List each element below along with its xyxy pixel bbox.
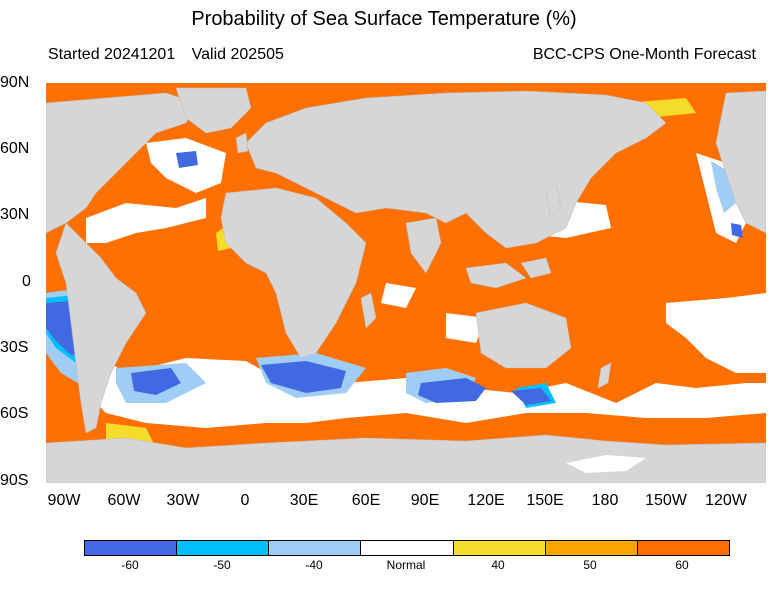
lon-label-60w: 60W — [107, 492, 141, 509]
colorbar-label-50: 50 — [583, 558, 597, 572]
colorbar-swatch-1 — [177, 541, 270, 555]
lon-label-30e: 30E — [289, 492, 319, 509]
colorbar-label-minus40: -40 — [305, 558, 323, 572]
lon-label-30w: 30W — [166, 492, 200, 509]
lon-label-120w: 120W — [705, 492, 747, 509]
map-title: Probability of Sea Surface Temperature (… — [191, 8, 577, 30]
colorbar — [84, 540, 730, 556]
valid-label: Valid 202505 — [191, 46, 284, 63]
forecast-label: BCC-CPS One-Month Forecast — [532, 46, 756, 63]
started-label: Started 20241201 — [48, 46, 176, 63]
lat-label-30n: 30N — [0, 206, 30, 223]
antarctic-coast-white — [566, 455, 646, 473]
lat-label-30s: 30S — [0, 339, 29, 356]
sst-probability-map — [46, 83, 766, 483]
colorbar-swatch-5 — [545, 541, 638, 555]
lat-label-90s: 90S — [0, 472, 29, 489]
colorbar-label-minus60: -60 — [121, 558, 139, 572]
lon-label-180: 180 — [591, 492, 619, 509]
lon-label-90e: 90E — [410, 492, 440, 509]
colorbar-swatch-0 — [85, 541, 178, 555]
colorbar-swatch-3 — [361, 541, 454, 555]
lat-label-60s: 60S — [0, 405, 29, 422]
colorbar-swatch-6 — [637, 541, 729, 555]
colorbar-swatch-4 — [453, 541, 546, 555]
land-masses — [46, 87, 766, 483]
colorbar-swatch-2 — [269, 541, 362, 555]
subtitle-left: Started 20241201 Valid 202505 — [48, 46, 296, 64]
map-svg — [46, 83, 766, 483]
colorbar-label-40: 40 — [491, 558, 505, 572]
colorbar-label-normal: Normal — [386, 558, 426, 572]
lon-label-90w: 90W — [47, 492, 81, 509]
lon-label-150w: 150W — [645, 492, 687, 509]
lat-label-90n: 90N — [0, 74, 30, 91]
lon-label-150e: 150E — [526, 492, 564, 509]
lat-label-60n: 60N — [0, 140, 30, 157]
colorbar-label-60: 60 — [675, 558, 689, 572]
colorbar-label-minus50: -50 — [213, 558, 231, 572]
probability-minus60-regions — [46, 151, 743, 405]
lon-label-60e: 60E — [351, 492, 381, 509]
lon-label-120e: 120E — [467, 492, 505, 509]
lat-label-equator: 0 — [22, 273, 31, 290]
lon-label-0: 0 — [240, 492, 250, 509]
